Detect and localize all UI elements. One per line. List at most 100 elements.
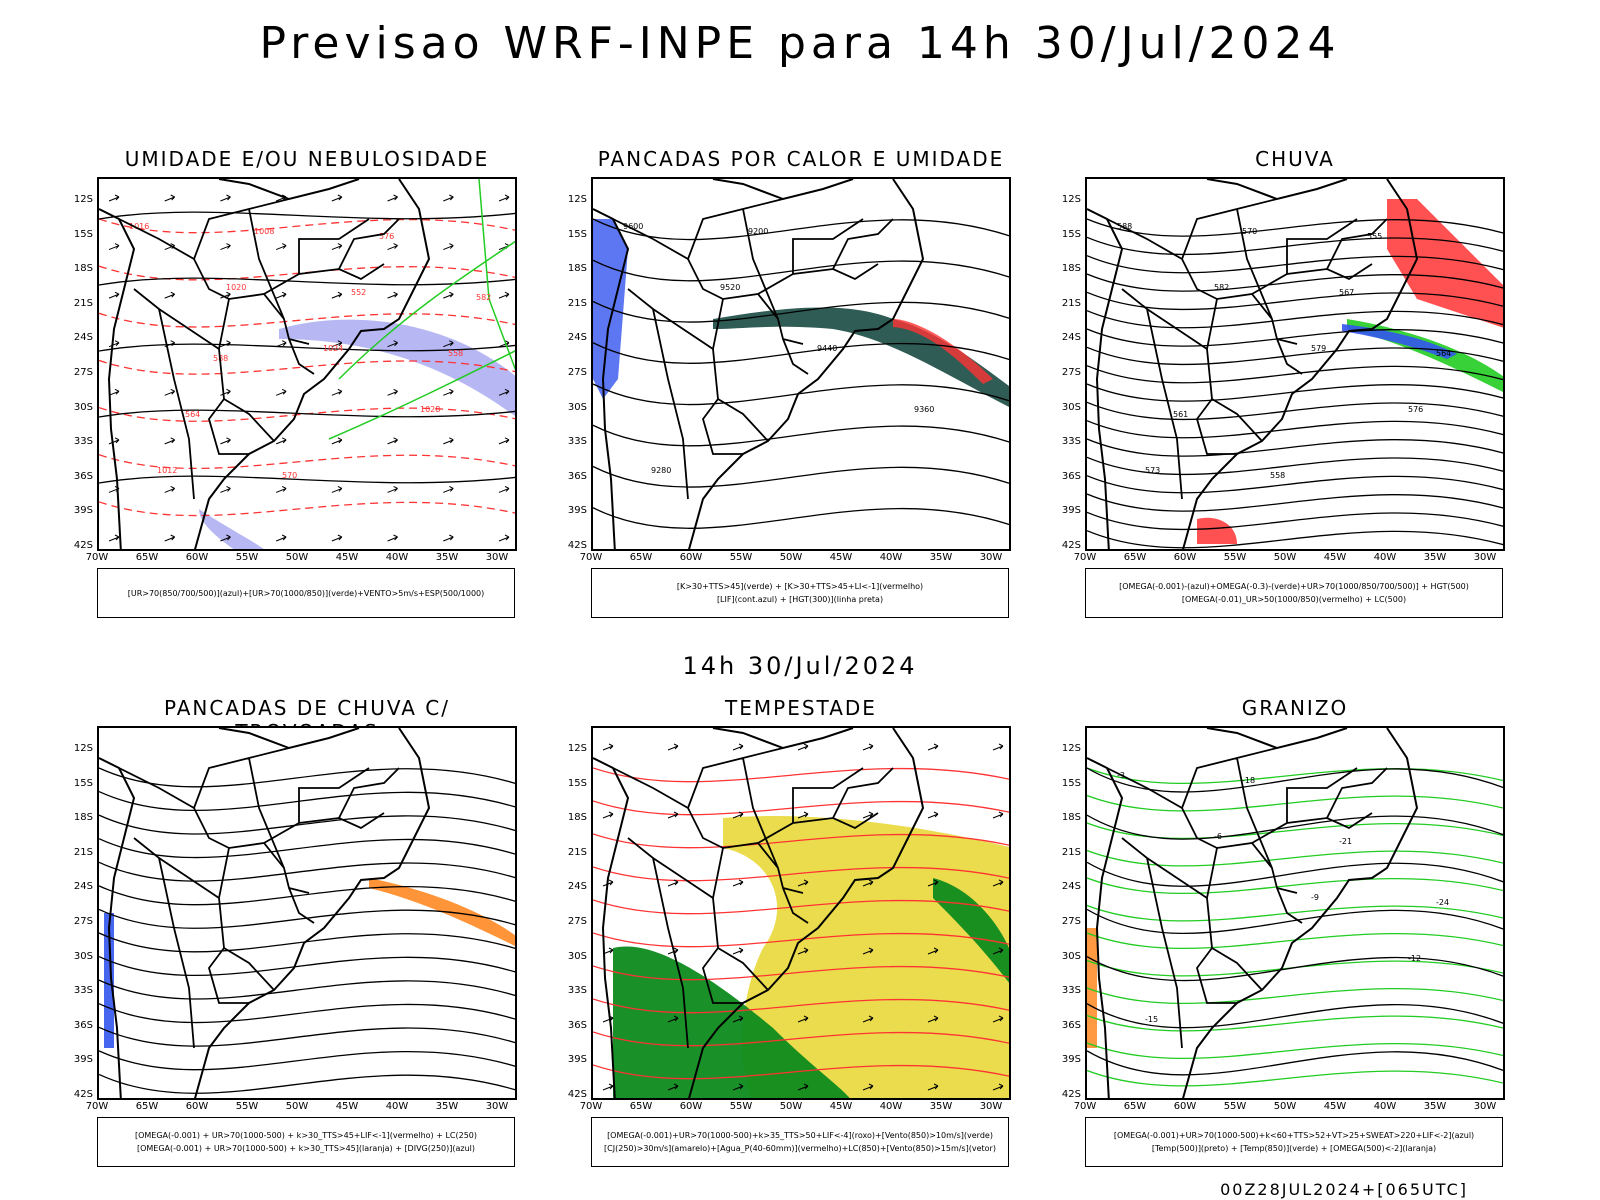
humidity-shade-blue bbox=[199, 509, 264, 549]
geopotential-contour bbox=[1087, 511, 1503, 531]
thickness-contour bbox=[99, 265, 515, 281]
lon-label: 50W bbox=[285, 1101, 309, 1112]
lon-label: 50W bbox=[1273, 1101, 1297, 1112]
wind-vector bbox=[992, 1083, 1004, 1091]
lat-label: 39S bbox=[1061, 505, 1081, 517]
temp850-contour bbox=[1087, 904, 1503, 922]
lon-label: 30W bbox=[979, 552, 1003, 563]
lat-label: 27S bbox=[73, 367, 93, 378]
streamline-red bbox=[593, 965, 1009, 981]
pressure-contour bbox=[99, 343, 515, 352]
map-canvas bbox=[99, 728, 515, 1098]
legend-box-5: [OMEGA(-0.001)+UR>70(1000-500)+k<60+TTS>… bbox=[1085, 1117, 1503, 1167]
lon-label: 65W bbox=[1123, 1101, 1147, 1112]
streamline bbox=[99, 790, 515, 812]
temp500-contour bbox=[1087, 908, 1503, 935]
thickness-contour bbox=[99, 359, 515, 375]
wind-vector bbox=[220, 437, 231, 445]
wind-vector bbox=[331, 437, 343, 445]
wind-vector bbox=[862, 879, 874, 887]
temp500-contour bbox=[1087, 814, 1503, 840]
streamline-red bbox=[593, 866, 1009, 882]
lat-label: 30S bbox=[567, 401, 587, 413]
contour-label: -6 bbox=[1214, 832, 1222, 841]
streamline-red bbox=[593, 1031, 1009, 1047]
streamline-red bbox=[593, 998, 1009, 1014]
lat-label: 24S bbox=[73, 881, 93, 893]
wind-vector bbox=[667, 743, 679, 751]
temp500-contour bbox=[1087, 767, 1503, 793]
wind-vector bbox=[667, 1083, 679, 1091]
temp850-contour bbox=[1087, 794, 1503, 812]
lon-label: 30W bbox=[485, 552, 509, 563]
lat-label: 12S bbox=[73, 194, 93, 205]
lon-label: 45W bbox=[335, 1101, 359, 1112]
legend-line: [OMEGA(-0.001) + UR>70(1000-500) + k>30_… bbox=[134, 1131, 478, 1140]
lat-label: 21S bbox=[73, 846, 93, 858]
streamline bbox=[99, 979, 515, 1000]
lat-label: 33S bbox=[1061, 436, 1081, 448]
lat-label: 36S bbox=[1061, 1019, 1081, 1031]
lon-label: 70W bbox=[579, 552, 603, 563]
wind-vector bbox=[164, 485, 176, 493]
streamline bbox=[99, 1003, 515, 1024]
divergence-region bbox=[104, 913, 114, 1048]
lon-label: 30W bbox=[1473, 552, 1497, 563]
lat-label: 33S bbox=[73, 985, 93, 997]
wind-vector bbox=[797, 947, 809, 955]
lat-label: 27S bbox=[567, 367, 587, 378]
lon-label: 35W bbox=[929, 552, 953, 563]
contour-label: 576 bbox=[1408, 405, 1423, 414]
wind-vector bbox=[797, 1083, 809, 1091]
streamline bbox=[99, 814, 515, 835]
contour-label: 564 bbox=[1436, 349, 1451, 358]
legend-box-3: [OMEGA(-0.001) + UR>70(1000-500) + k>30_… bbox=[97, 1117, 515, 1167]
lat-label: 42S bbox=[1061, 540, 1081, 551]
lat-label: 39S bbox=[567, 505, 587, 517]
wind-vector bbox=[862, 947, 874, 955]
wind-vector bbox=[164, 437, 176, 445]
state-borders bbox=[612, 198, 894, 500]
lon-label: 60W bbox=[185, 1101, 209, 1112]
lon-label: 70W bbox=[1073, 1101, 1097, 1112]
streamline bbox=[99, 767, 515, 788]
wind-vector bbox=[275, 388, 287, 396]
wind-vector bbox=[443, 388, 454, 396]
wind-vector bbox=[443, 291, 454, 299]
lon-label: 35W bbox=[929, 1101, 953, 1112]
legend-box-4: [OMEGA(-0.001)+UR>70(1000-500)+k>35_TTS>… bbox=[591, 1117, 1009, 1167]
wind-vector bbox=[164, 534, 176, 542]
wind-vector bbox=[797, 811, 809, 819]
streamline bbox=[99, 1050, 515, 1071]
lat-label: 42S bbox=[567, 540, 587, 551]
coastline bbox=[1087, 728, 1419, 1098]
map-canvas: 9600 9520 9440 9360 9280 9200 bbox=[593, 179, 1009, 549]
legend-line: [Temp(500)](preto) + [Temp(850)](verde) … bbox=[1151, 1144, 1437, 1153]
lon-label: 40W bbox=[1373, 1101, 1397, 1112]
convection-region bbox=[713, 307, 1009, 407]
wind-vector bbox=[443, 437, 454, 445]
lat-label: 42S bbox=[1061, 1089, 1081, 1100]
wind-vector bbox=[387, 243, 398, 251]
lat-label: 33S bbox=[567, 985, 587, 997]
contour-label: -12 bbox=[1408, 954, 1421, 963]
geopotential-contour bbox=[1087, 291, 1503, 311]
temp500-contour bbox=[1087, 1003, 1503, 1029]
streamline-red bbox=[593, 932, 1009, 948]
legend-box-1: [K>30+TTS>45](verde) + [K>30+TTS>45+LI<-… bbox=[591, 568, 1009, 618]
streamline bbox=[99, 1026, 515, 1047]
geopotential-contour bbox=[1087, 273, 1503, 292]
temp850-contour bbox=[1087, 1042, 1503, 1060]
geopotential-contour bbox=[1087, 420, 1503, 439]
streamline bbox=[99, 932, 515, 953]
wind-vector bbox=[275, 437, 287, 445]
contour-label: 1028 bbox=[420, 405, 440, 414]
lat-label: 30S bbox=[73, 950, 93, 962]
wind-vector bbox=[927, 811, 939, 819]
contour-label: 582 bbox=[476, 293, 491, 302]
contour-label: 1020 bbox=[226, 283, 246, 292]
geopotential-contour bbox=[1087, 365, 1503, 384]
wind-vector bbox=[275, 291, 287, 299]
height-contour bbox=[593, 465, 1009, 488]
geopotential-contour bbox=[1087, 218, 1503, 237]
